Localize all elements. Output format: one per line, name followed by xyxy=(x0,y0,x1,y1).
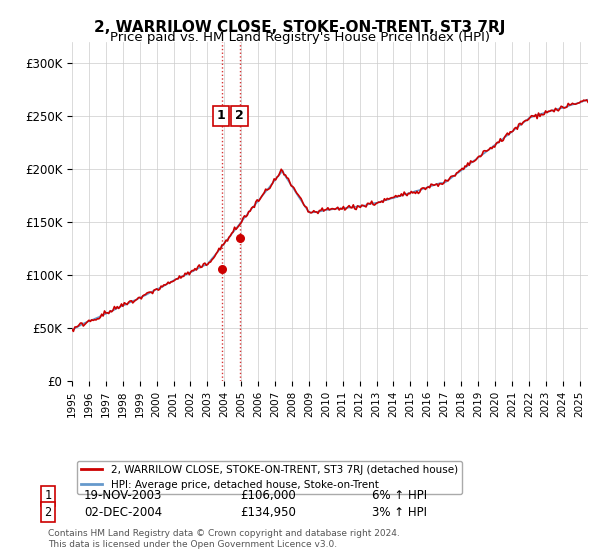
Text: £106,000: £106,000 xyxy=(240,489,296,502)
Text: Price paid vs. HM Land Registry's House Price Index (HPI): Price paid vs. HM Land Registry's House … xyxy=(110,31,490,44)
Point xyxy=(235,234,245,242)
Legend: 2, WARRILOW CLOSE, STOKE-ON-TRENT, ST3 7RJ (detached house), HPI: Average price,: 2, WARRILOW CLOSE, STOKE-ON-TRENT, ST3 7… xyxy=(77,460,462,494)
Text: 02-DEC-2004: 02-DEC-2004 xyxy=(84,506,162,519)
Text: 6% ↑ HPI: 6% ↑ HPI xyxy=(372,489,427,502)
Text: 19-NOV-2003: 19-NOV-2003 xyxy=(84,489,163,502)
Text: 2: 2 xyxy=(44,506,52,519)
Text: 2: 2 xyxy=(235,109,244,122)
Point xyxy=(217,264,227,273)
Text: 3% ↑ HPI: 3% ↑ HPI xyxy=(372,506,427,519)
Text: 1: 1 xyxy=(217,109,226,122)
Text: 1: 1 xyxy=(44,489,52,502)
Text: £134,950: £134,950 xyxy=(240,506,296,519)
Text: 2, WARRILOW CLOSE, STOKE-ON-TRENT, ST3 7RJ: 2, WARRILOW CLOSE, STOKE-ON-TRENT, ST3 7… xyxy=(94,20,506,35)
Text: Contains HM Land Registry data © Crown copyright and database right 2024.
This d: Contains HM Land Registry data © Crown c… xyxy=(48,529,400,549)
